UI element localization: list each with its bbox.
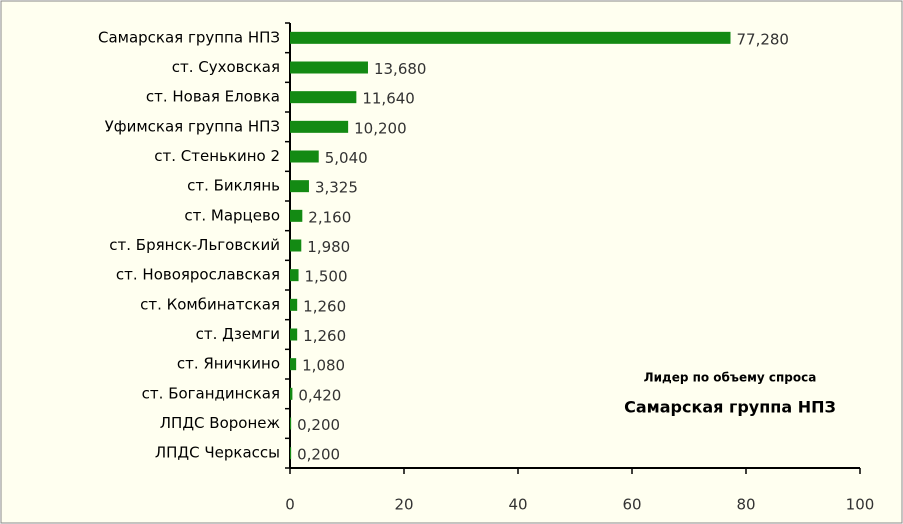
value-label: 1,500	[305, 268, 348, 286]
bar	[290, 447, 292, 460]
value-label: 1,980	[307, 238, 350, 256]
y-tick-label: ЛПДС Воронеж	[160, 414, 280, 432]
annotation: Лидер по объему спроса	[644, 371, 817, 385]
x-tick-label: 40	[508, 496, 527, 514]
bar	[290, 150, 319, 163]
value-label: 0,420	[298, 386, 341, 404]
y-tick-label: ст. Биклянь	[187, 177, 280, 195]
bar	[290, 209, 303, 222]
bar	[290, 269, 299, 282]
value-label: 77,280	[736, 30, 789, 48]
y-tick-label: ст. Комбинатская	[140, 295, 280, 313]
y-tick-label: ЛПДС Черкассы	[155, 444, 280, 462]
y-tick-label: ст. Марцево	[184, 206, 280, 224]
bar	[290, 120, 349, 133]
value-label: 5,040	[325, 149, 368, 167]
y-tick-label: ст. Яничкино	[177, 355, 280, 373]
bar	[290, 417, 292, 430]
bar	[290, 91, 357, 104]
x-tick-label: 80	[736, 496, 755, 514]
x-tick-label: 20	[394, 496, 413, 514]
value-label: 3,325	[315, 179, 358, 197]
x-tick-label: 0	[285, 496, 295, 514]
y-tick-label: ст. Новая Еловка	[146, 88, 280, 106]
bar	[290, 239, 302, 252]
y-tick-label: ст. Новоярославская	[116, 266, 280, 284]
y-tick-label: ст. Стенькино 2	[154, 147, 280, 165]
bar	[290, 180, 309, 193]
value-label: 13,680	[374, 60, 427, 78]
bar	[290, 61, 368, 74]
y-tick-label: ст. Суховская	[172, 58, 280, 76]
y-tick-label: ст. Богандинская	[142, 384, 280, 402]
annotation: Самарская группа НПЗ	[624, 398, 836, 417]
y-tick-label: ст. Брянск-Льговский	[109, 236, 280, 254]
value-label: 1,260	[303, 327, 346, 345]
value-label: 11,640	[362, 90, 415, 108]
bar	[290, 31, 731, 44]
bar	[290, 387, 293, 400]
y-tick-label: ст. Дземги	[196, 325, 280, 343]
value-label: 1,260	[303, 297, 346, 315]
value-label: 2,160	[308, 208, 351, 226]
value-label: 0,200	[297, 416, 340, 434]
y-tick-label: Уфимская группа НПЗ	[105, 117, 280, 135]
bar	[290, 328, 298, 341]
x-tick-label: 100	[846, 496, 875, 514]
value-label: 1,080	[302, 357, 345, 375]
value-label: 10,200	[354, 119, 407, 137]
bar	[290, 298, 298, 311]
value-label: 0,200	[297, 446, 340, 464]
bar	[290, 358, 297, 371]
x-tick-label: 60	[622, 496, 641, 514]
y-tick-label: Самарская группа НПЗ	[98, 28, 280, 46]
